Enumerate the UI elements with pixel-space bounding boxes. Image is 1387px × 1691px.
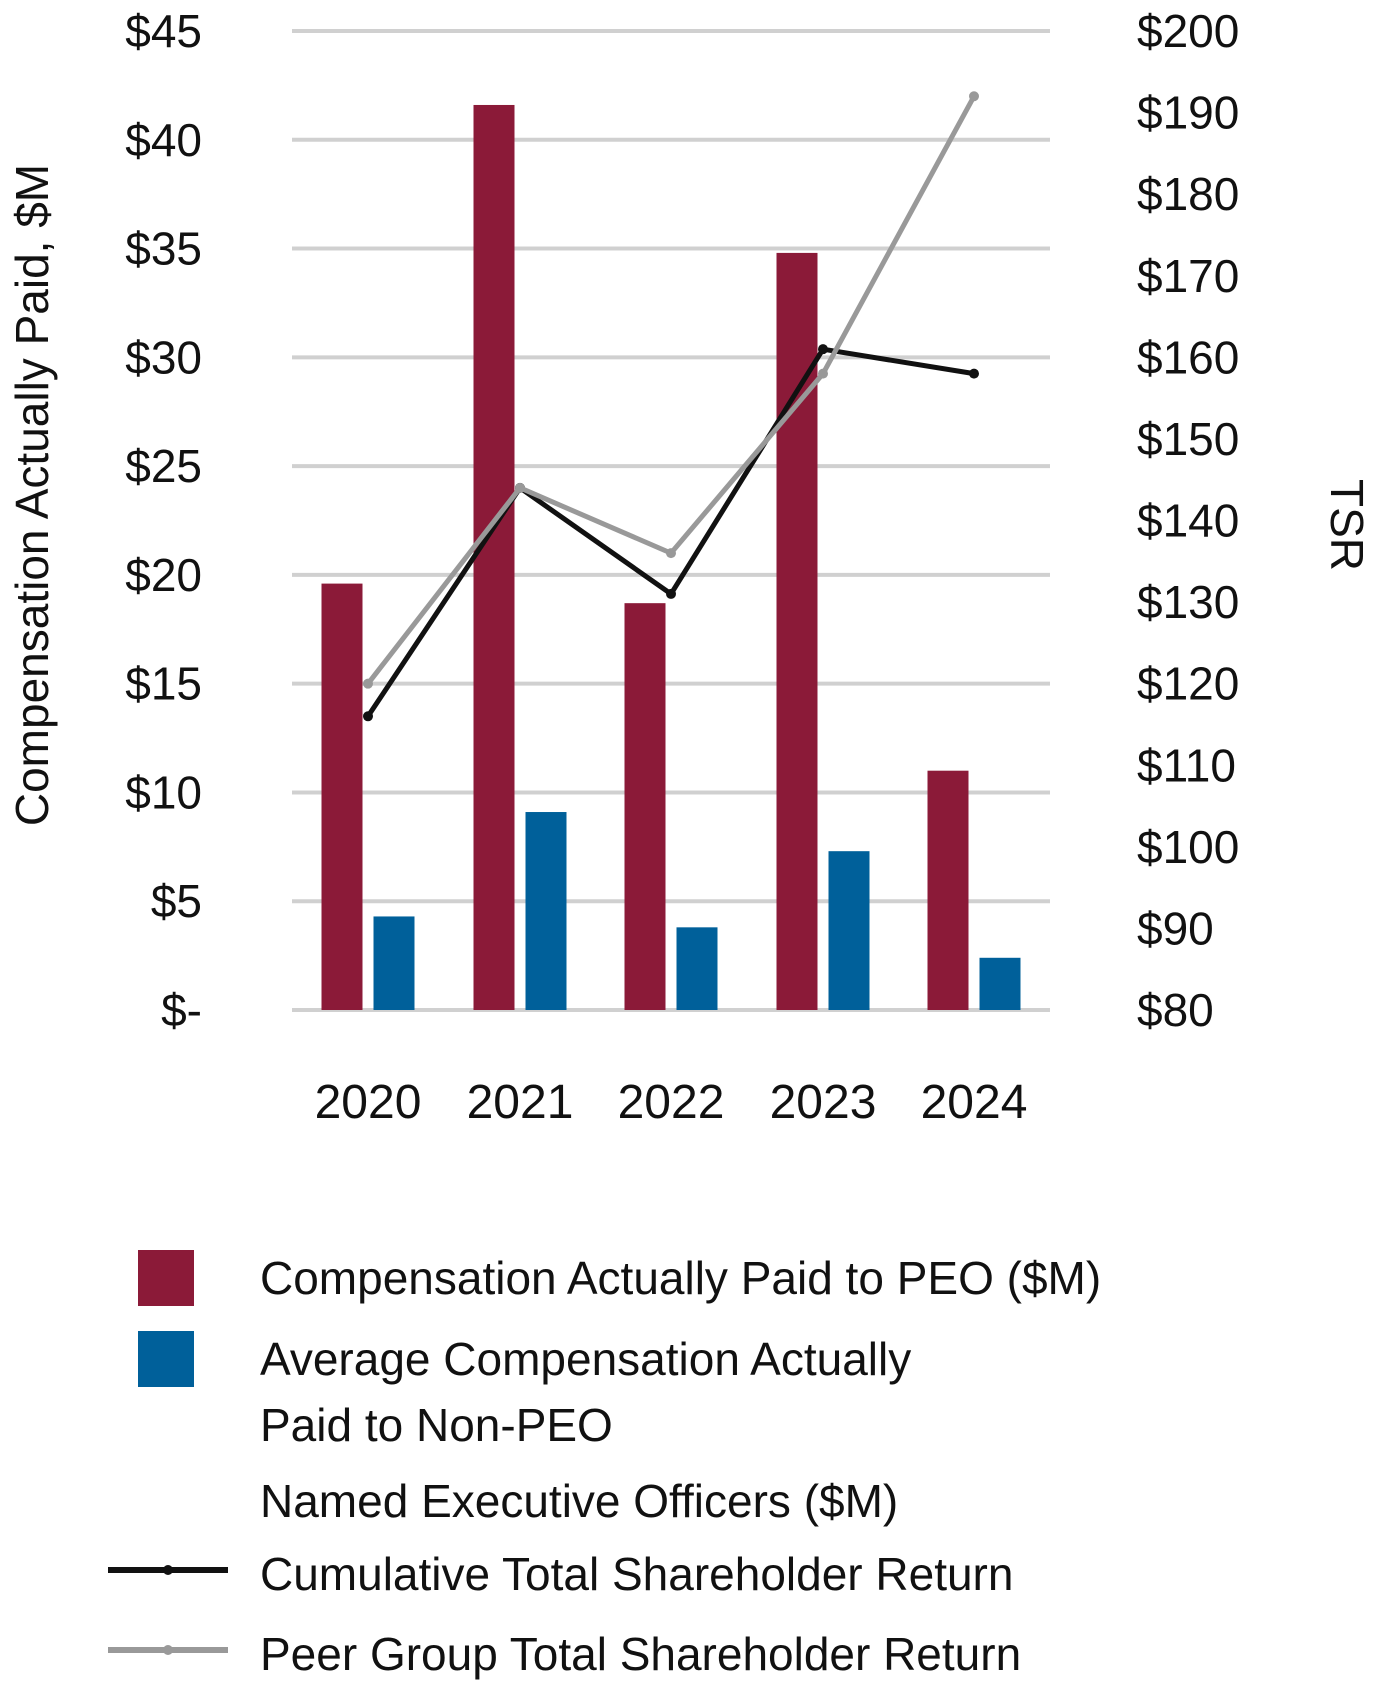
x-tick-label: 2021 (467, 1076, 574, 1129)
left-tick-label: $35 (125, 223, 202, 275)
legend-swatch-1 (138, 1250, 194, 1306)
bar-series-1-2021 (473, 104, 515, 1011)
legend-label: Peer Group Total Shareholder Return (260, 1628, 1021, 1680)
right-tick-label: $150 (1137, 413, 1239, 465)
x-tick-label: 2020 (315, 1076, 422, 1129)
legend-label: Paid to Non-PEO (260, 1399, 613, 1451)
left-tick-label: $- (161, 984, 202, 1036)
right-tick-label: $200 (1137, 5, 1239, 57)
x-tick-label: 2022 (618, 1076, 725, 1129)
legend-label: Cumulative Total Shareholder Return (260, 1548, 1013, 1600)
bar-series-2-2024 (979, 957, 1021, 1010)
right-tick-label: $100 (1137, 821, 1239, 873)
left-tick-label: $25 (125, 440, 202, 492)
left-tick-label: $15 (125, 658, 202, 710)
x-axis: 2020 2021 2022 2023 2024 (315, 1076, 1028, 1129)
legend-label: Compensation Actually Paid to PEO ($M) (260, 1252, 1101, 1304)
right-tick-label: $80 (1137, 984, 1214, 1036)
legend-swatch-2 (138, 1331, 194, 1387)
x-tick-label: 2023 (770, 1076, 877, 1129)
left-tick-label: $10 (125, 766, 202, 818)
left-axis: $- $5 $10 $15 $20 $25 $30 $35 $40 $45 (125, 5, 202, 1036)
left-axis-title: Compensation Actually Paid, $M (6, 164, 58, 826)
right-tick-label: $140 (1137, 495, 1239, 547)
bar-series-2-2020 (373, 916, 415, 1010)
bar-series-1-2023 (776, 252, 818, 1010)
legend-swatch-marker-4 (163, 1645, 173, 1655)
bar-series-2-2021 (525, 812, 567, 1010)
right-tick-label: $120 (1137, 658, 1239, 710)
right-tick-label: $170 (1137, 250, 1239, 302)
legend-label: Named Executive Officers ($M) (260, 1475, 898, 1527)
bar-series-1-2022 (624, 603, 666, 1010)
left-tick-label: $20 (125, 549, 202, 601)
right-tick-label: $190 (1137, 87, 1239, 139)
bar-series-2-2023 (828, 851, 870, 1010)
right-tick-label: $130 (1137, 576, 1239, 628)
left-tick-label: $30 (125, 331, 202, 383)
left-tick-label: $5 (151, 875, 202, 927)
right-axis-title: TSR (1321, 479, 1373, 571)
right-tick-label: $90 (1137, 902, 1214, 954)
left-tick-label: $40 (125, 114, 202, 166)
bar-series-2-2022 (676, 927, 718, 1010)
line-point-1-2023 (818, 344, 828, 355)
right-axis: $80 $90 $100 $110 $120 $130 $140 $150 $160 $170 $1… (1137, 5, 1239, 1036)
x-tick-label: 2024 (921, 1076, 1028, 1129)
tsr-lines (363, 91, 979, 722)
line-series-1 (365, 346, 975, 718)
line-point-2-2024 (969, 91, 979, 102)
right-tick-label: $180 (1137, 168, 1239, 220)
line-point-1-2024 (969, 368, 979, 379)
line-point-2-2020 (363, 678, 373, 689)
right-tick-label: $110 (1137, 739, 1236, 791)
legend: Compensation Actually Paid to PEO ($M) Av… (108, 1250, 1101, 1680)
bar-series-1-2020 (321, 583, 363, 1010)
line-point-2-2021 (515, 482, 525, 493)
bar-series-1-2024 (927, 770, 969, 1010)
line-point-2-2022 (666, 548, 676, 559)
right-tick-label: $160 (1137, 331, 1239, 383)
legend-label: Average Compensation Actually (260, 1333, 911, 1385)
line-point-1-2022 (666, 588, 676, 599)
gridlines (292, 29, 1050, 1012)
bars (321, 104, 1021, 1011)
line-point-2-2023 (818, 368, 828, 379)
legend-swatch-marker-3 (163, 1565, 173, 1575)
line-point-1-2020 (363, 711, 373, 722)
left-tick-label: $45 (125, 5, 202, 57)
